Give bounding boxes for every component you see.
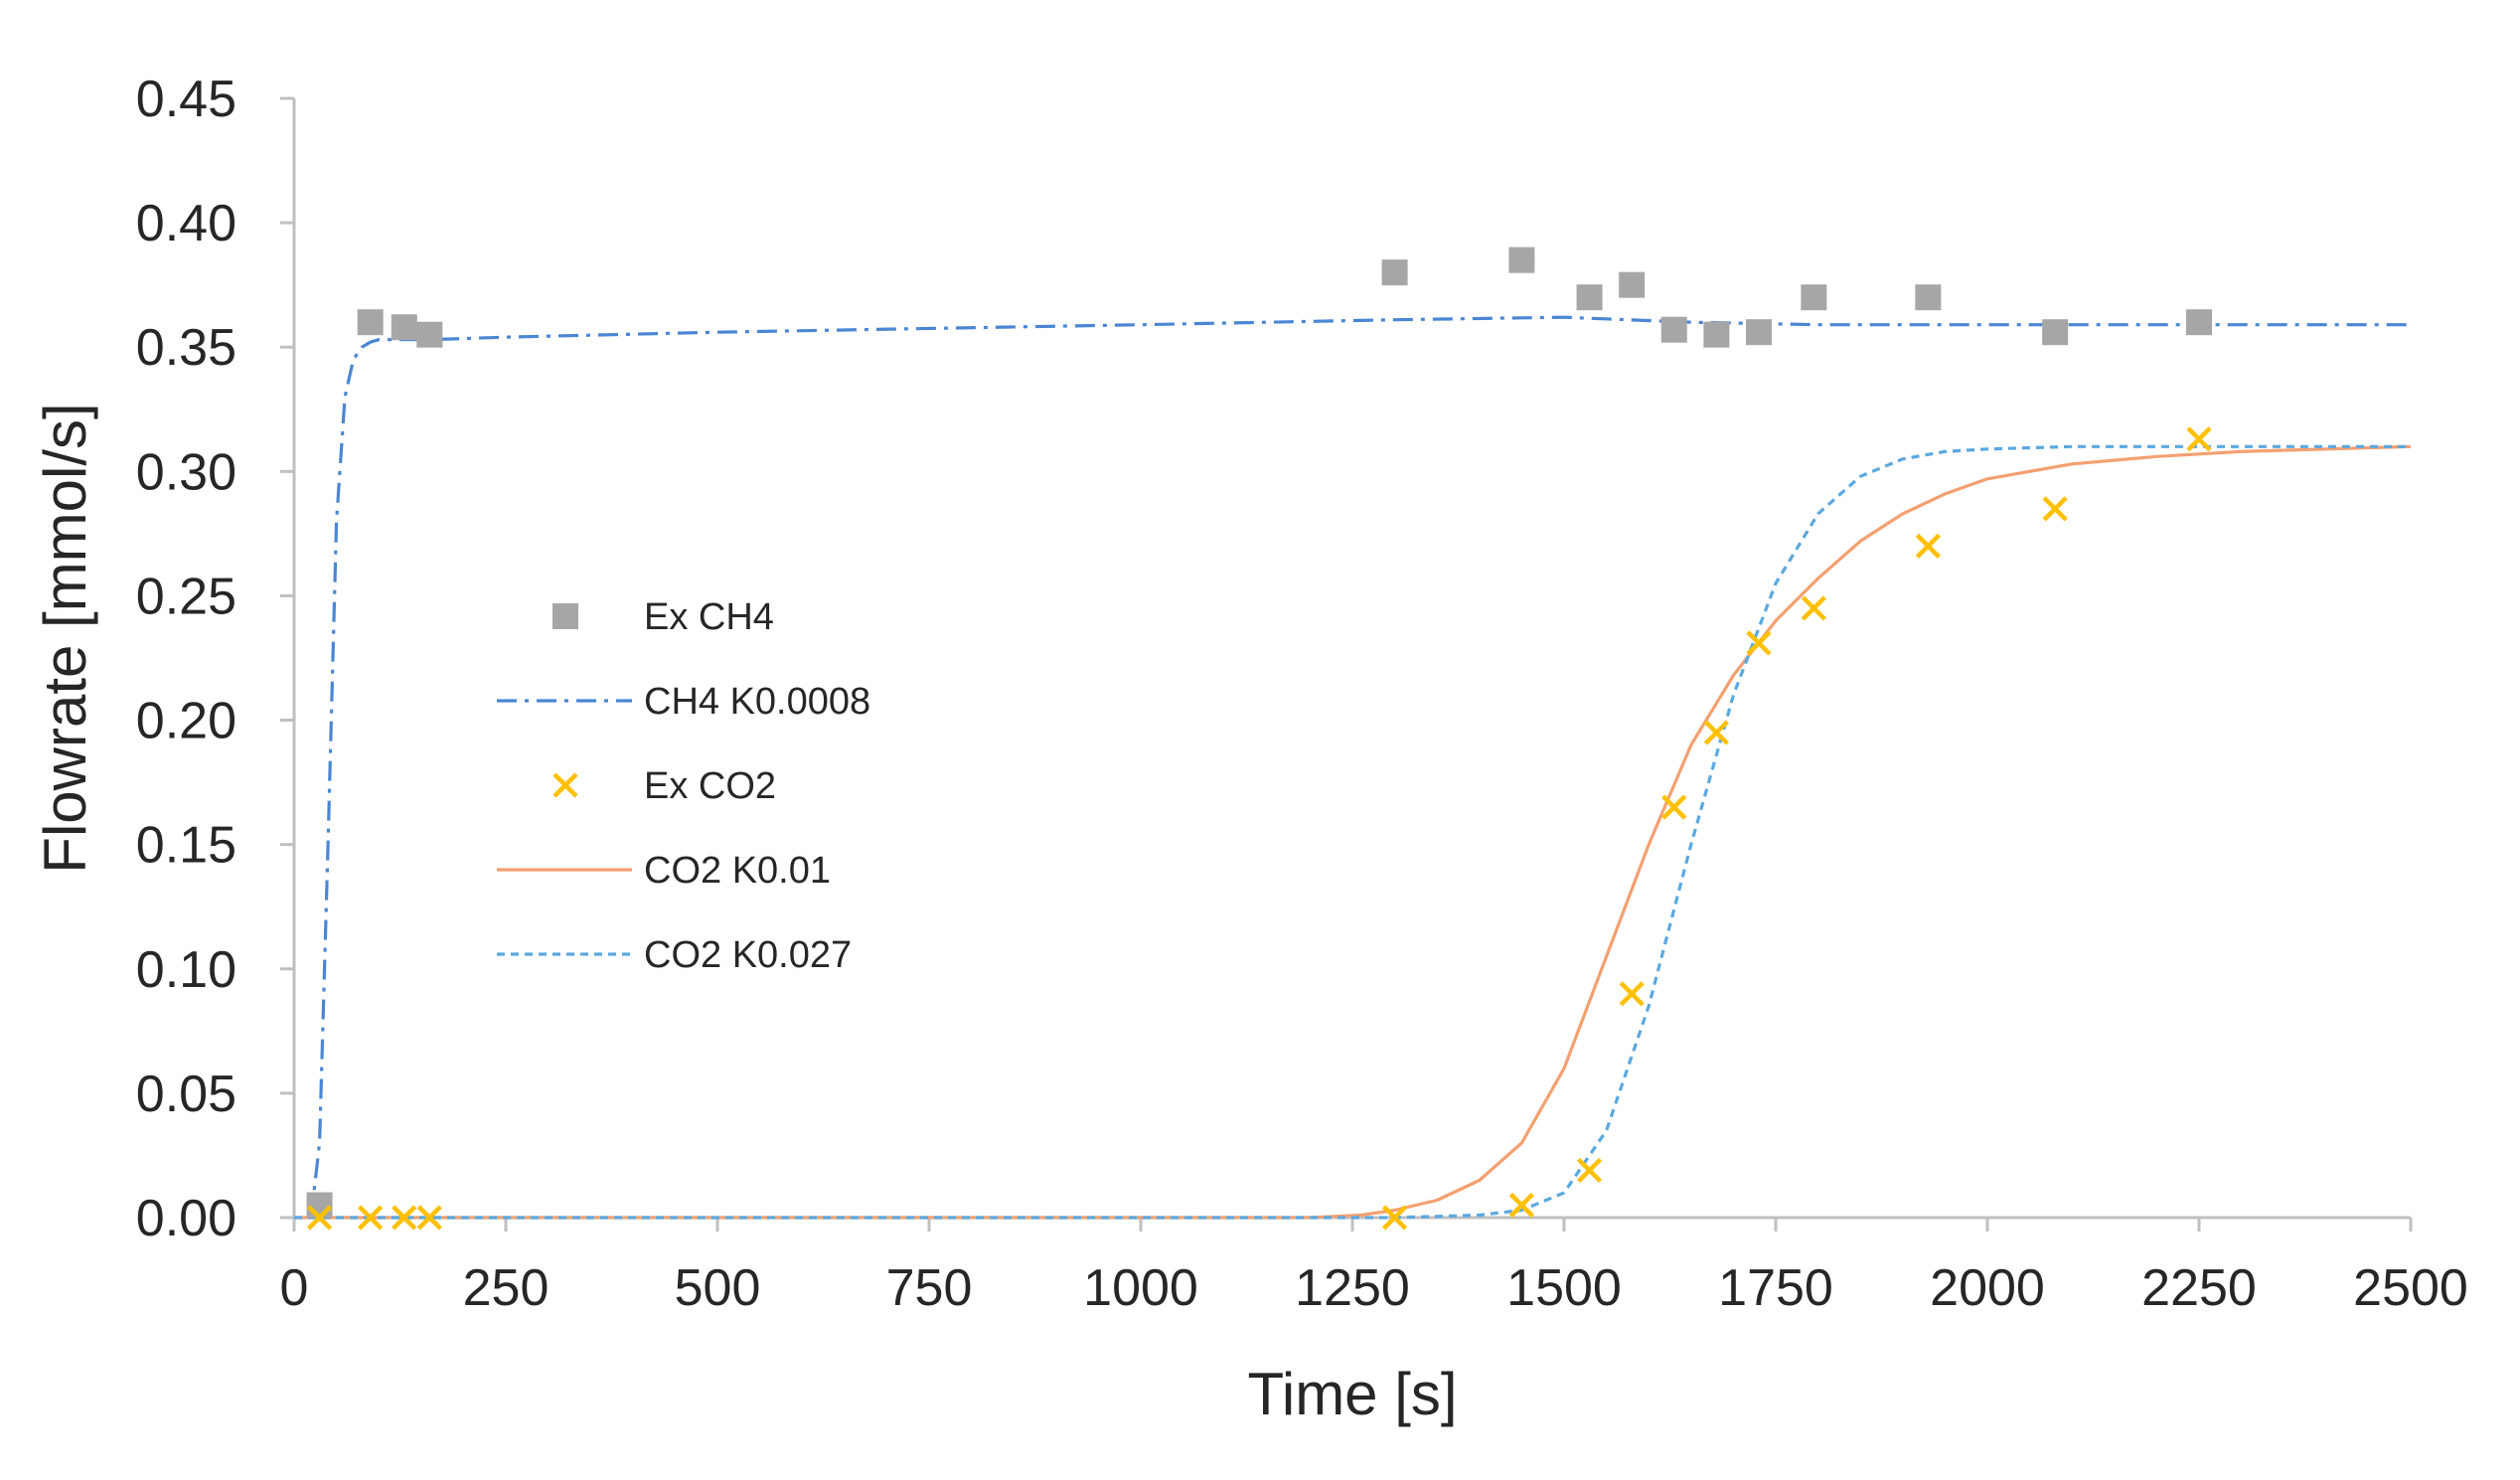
- data-point-ex-co2-stroke: [1619, 981, 1645, 1007]
- data-point-ex-co2-stroke: [1746, 630, 1772, 656]
- legend-label-ex-ch4: Ex CH4: [644, 596, 774, 638]
- x-tick-label: 2000: [1930, 1259, 2045, 1317]
- data-point-ex-co2-stroke: [2042, 496, 2068, 522]
- legend: Ex CH4 CH4 K0.0008 Ex CO2 CO2 K0.01 CO2 K0.0…: [497, 596, 870, 976]
- x-tick-label: 1750: [1718, 1259, 1833, 1317]
- y-tick-label: 0.15: [136, 817, 236, 875]
- data-point-ex-ch4: [416, 321, 443, 348]
- data-point-ex-ch4: [1660, 316, 1687, 343]
- data-point-ex-co2: [358, 1205, 384, 1231]
- data-point-ex-ch4: [306, 1192, 333, 1219]
- data-point-ex-ch4: [1508, 247, 1535, 273]
- series-line-ch4-k0-0008: [309, 315, 2411, 1219]
- data-point-ex-ch4: [1576, 284, 1603, 311]
- legend-label-ex-co2: Ex CO2: [644, 765, 776, 807]
- y-tick-label: 0.35: [136, 319, 236, 377]
- data-point-ex-co2: [416, 1205, 442, 1231]
- data-point-ex-ch4: [1745, 319, 1772, 346]
- y-tick-label: 0.45: [136, 71, 236, 128]
- data-point-ex-co2: [1661, 794, 1687, 820]
- data-point-ex-ch4: [1619, 271, 1646, 298]
- legend-marker-ex-co2: [552, 772, 578, 798]
- data-point-ex-co2-stroke: [358, 1205, 384, 1231]
- legend-label-co2-k0-027: CO2 K0.027: [644, 934, 852, 976]
- data-point-ex-co2-stroke: [1703, 720, 1729, 745]
- data-point-ex-ch4: [1703, 321, 1730, 348]
- data-point-ex-ch4: [1381, 259, 1408, 286]
- axes: 0 250 500 750 1000 1250 1500 1750 2000 2250 2500 0.…: [136, 71, 2468, 1317]
- x-tick-label: 1000: [1083, 1259, 1198, 1317]
- plot-area: [294, 247, 2412, 1231]
- data-point-ex-co2: [1703, 720, 1729, 745]
- x-tick-label: 2500: [2353, 1259, 2468, 1317]
- data-point-ex-ch4: [357, 309, 384, 336]
- y-tick-label: 0.40: [136, 195, 236, 252]
- data-point-ex-co2: [306, 1205, 333, 1231]
- y-tick-label: 0.00: [136, 1190, 236, 1247]
- x-tick-label: 750: [886, 1259, 973, 1317]
- data-point-ex-co2: [1746, 630, 1772, 656]
- x-tick-label: 2250: [2141, 1259, 2257, 1317]
- data-point-ex-co2: [1382, 1205, 1408, 1231]
- x-tick-label: 0: [280, 1259, 309, 1317]
- series-line-co2-k0-01: [294, 444, 2412, 1220]
- data-point-ex-co2-stroke: [416, 1205, 442, 1231]
- data-point-ex-co2: [1576, 1157, 1603, 1184]
- y-tick-label: 0.30: [136, 443, 236, 501]
- data-point-ex-co2-stroke: [1576, 1157, 1603, 1184]
- x-axis-title: Time [s]: [1247, 1361, 1457, 1427]
- data-point-ex-co2-stroke: [306, 1205, 333, 1231]
- data-point-ex-co2-stroke: [1801, 595, 1826, 621]
- data-point-ex-co2-stroke: [1915, 533, 1941, 559]
- data-point-ex-co2-stroke: [1382, 1205, 1408, 1231]
- data-point-ex-co2-stroke: [392, 1205, 417, 1231]
- legend-marker-ex-ch4: [552, 603, 578, 629]
- y-tick-label: 0.10: [136, 941, 236, 999]
- legend-marker-ex-co2-stroke: [552, 772, 578, 798]
- legend-label-co2-k0-01: CO2 K0.01: [644, 850, 831, 892]
- y-tick-label: 0.05: [136, 1066, 236, 1123]
- data-point-ex-co2: [1915, 533, 1941, 559]
- data-point-ex-ch4: [391, 314, 417, 341]
- y-tick-label: 0.25: [136, 568, 236, 625]
- data-point-ex-co2-stroke: [1661, 794, 1687, 820]
- x-tick-label: 1500: [1506, 1259, 1622, 1317]
- data-point-ex-co2: [2042, 496, 2068, 522]
- y-axis-title: Flowrate [mmol/s]: [32, 403, 98, 873]
- data-point-ex-co2-stroke: [1508, 1192, 1534, 1219]
- data-point-ex-co2-stroke: [2186, 426, 2212, 452]
- data-point-ex-ch4: [1801, 284, 1827, 311]
- data-point-ex-co2: [392, 1205, 417, 1231]
- data-point-ex-ch4: [1915, 284, 1942, 311]
- series-line-co2-k0-027: [294, 444, 2411, 1220]
- x-tick-label: 250: [463, 1259, 550, 1317]
- data-point-ex-ch4: [2186, 309, 2212, 336]
- data-point-ex-co2: [1508, 1192, 1534, 1219]
- data-point-ex-co2: [2186, 426, 2212, 452]
- data-point-ex-ch4: [2042, 319, 2069, 346]
- x-tick-label: 500: [675, 1259, 761, 1317]
- y-tick-label: 0.20: [136, 693, 236, 750]
- x-tick-label: 1250: [1295, 1259, 1410, 1317]
- data-point-ex-co2: [1801, 595, 1826, 621]
- legend-label-ch4-k0-0008: CH4 K0.0008: [644, 681, 870, 723]
- data-point-ex-co2: [1619, 981, 1645, 1007]
